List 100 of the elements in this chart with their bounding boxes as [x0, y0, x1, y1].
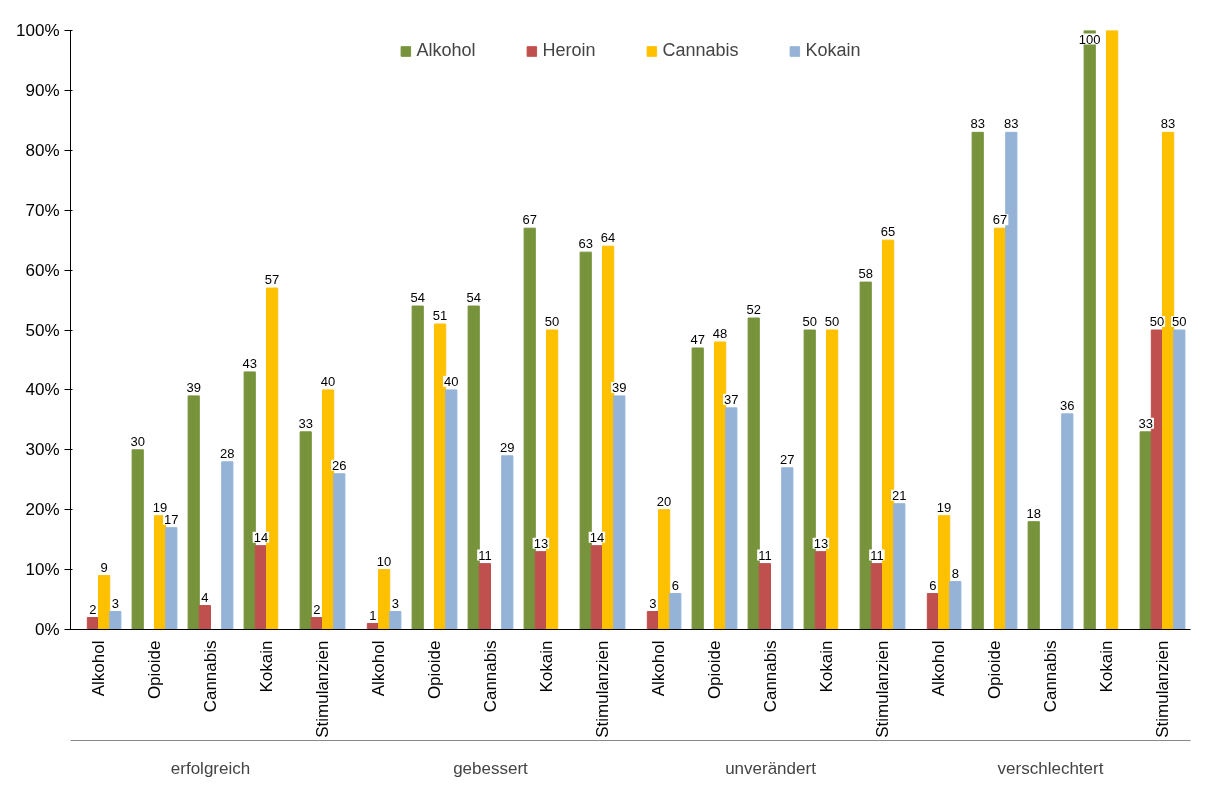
data-label: 17: [164, 511, 179, 527]
data-label: 47: [690, 331, 705, 347]
data-label: 11: [870, 547, 884, 563]
x-tick-label: Kokain: [817, 640, 836, 693]
bar: [949, 581, 962, 630]
data-label: 11: [758, 547, 772, 563]
x-tick-label: Kokain: [537, 640, 556, 693]
data-label: 18: [1026, 505, 1041, 521]
data-label: 14: [253, 529, 269, 545]
bar: [243, 371, 256, 630]
bar: [221, 461, 234, 630]
x-tick-label: Opioide: [705, 640, 724, 700]
x-tick-label: Stimulanzien: [1153, 640, 1172, 738]
data-label: 58: [858, 266, 873, 282]
data-label: 50: [802, 314, 817, 329]
x-tick-label: Stimulanzien: [873, 640, 892, 738]
bar: [333, 473, 346, 630]
data-label: 48: [712, 325, 728, 341]
bar: [378, 569, 391, 630]
data-label: 28: [220, 445, 235, 461]
legend-label: Kokain: [805, 40, 861, 61]
x-tick-label: Cannabis: [201, 640, 220, 713]
bar: [98, 575, 111, 630]
bar: [1106, 30, 1119, 630]
data-label: 50: [544, 314, 560, 329]
x-tick-label: Cannabis: [481, 640, 500, 713]
data-label: 19: [936, 499, 952, 515]
bar: [747, 317, 760, 630]
bar: [758, 563, 771, 630]
data-label: 37: [724, 391, 739, 407]
data-label: 54: [410, 290, 425, 306]
bar: [658, 509, 671, 630]
data-label: 3: [111, 595, 119, 611]
text: gebessert: [453, 758, 529, 778]
data-label: 30: [130, 433, 145, 449]
bar: [1173, 329, 1186, 630]
bar: [814, 551, 827, 630]
text: erfolgreich: [170, 758, 251, 778]
y-tick-label: 90%: [25, 80, 60, 100]
data-label: 40: [320, 373, 336, 389]
x-tick-label: Opioide: [145, 640, 164, 700]
bar: [803, 329, 816, 630]
data-label: 14: [589, 529, 605, 545]
y-tick-label: 100%: [16, 21, 60, 40]
data-label: 3: [649, 595, 657, 611]
data-label: 67: [992, 212, 1008, 228]
data-label: 83: [1004, 116, 1019, 132]
data-label: 9: [100, 559, 108, 575]
y-tick-label: 80%: [25, 140, 60, 160]
bar: [187, 395, 200, 630]
bar: [669, 593, 682, 630]
bar: [109, 611, 122, 630]
data-label: 1: [369, 607, 377, 623]
bar: [1027, 521, 1040, 630]
data-label: 33: [298, 415, 313, 431]
y-tick-label: 40%: [25, 380, 60, 400]
data-label: 4: [201, 589, 209, 605]
bar: [254, 545, 267, 630]
x-tick-label: Cannabis: [1041, 640, 1060, 713]
data-label: 10: [376, 553, 392, 569]
data-label: 39: [186, 379, 201, 395]
y-tick-label: 50%: [25, 320, 60, 340]
data-label: 52: [746, 302, 761, 318]
data-label: 26: [332, 457, 347, 473]
bar: [467, 305, 480, 630]
data-label: 83: [1160, 116, 1176, 132]
data-label: 6: [929, 577, 937, 593]
data-label: 67: [522, 212, 537, 228]
text: unverändert: [725, 758, 817, 778]
legend-label: Cannabis: [662, 40, 739, 61]
bar: [165, 527, 178, 630]
bar: [590, 545, 603, 630]
data-label: 54: [466, 290, 481, 306]
bar: [971, 131, 984, 630]
bar: [893, 503, 906, 630]
x-tick-label: Alkohol: [369, 640, 388, 697]
y-tick-label: 30%: [25, 440, 60, 460]
x-tick-label: Alkohol: [89, 640, 108, 697]
data-label: 83: [970, 116, 985, 132]
data-label: 8: [951, 565, 959, 581]
data-label: 39: [612, 379, 627, 395]
data-label: 11: [478, 547, 492, 563]
bar: [198, 605, 211, 630]
bar: [781, 467, 794, 630]
bar: [299, 431, 312, 630]
bar: [826, 329, 839, 630]
bar: [859, 281, 872, 630]
data-label: 65: [880, 224, 896, 240]
data-label: 3: [391, 595, 399, 611]
bar: [1005, 131, 1018, 630]
x-tick-label: Alkohol: [929, 640, 948, 697]
x-tick-label: Kokain: [257, 640, 276, 693]
bar: [613, 395, 626, 630]
data-label: 50: [824, 314, 840, 329]
bar: [445, 389, 458, 630]
y-tick-label: 60%: [25, 260, 60, 280]
legend-label: Alkohol: [416, 40, 476, 61]
data-label: 43: [242, 355, 257, 371]
y-tick-label: 0%: [34, 620, 60, 639]
legend-label: Heroin: [542, 40, 596, 61]
